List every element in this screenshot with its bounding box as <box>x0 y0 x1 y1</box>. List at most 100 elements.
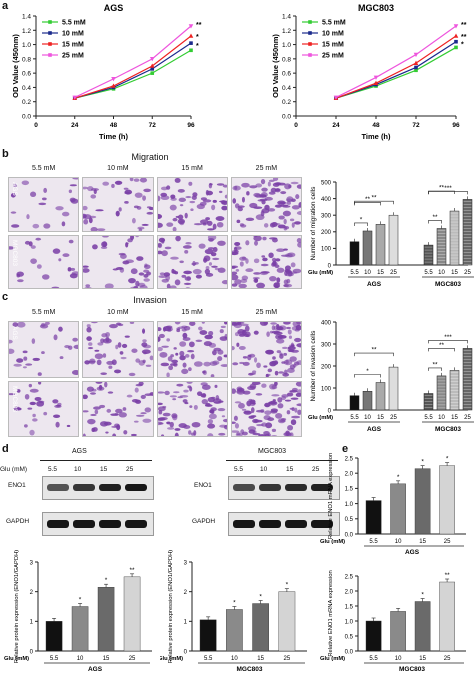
stained-cell <box>124 335 131 338</box>
x-tick-label: 48 <box>110 122 118 129</box>
stained-cell <box>178 197 186 203</box>
y-axis-label: Relative ENO1 mRNA expression <box>328 570 334 656</box>
x-tick-label: 15 <box>451 415 458 421</box>
stained-cell <box>233 322 242 329</box>
stained-cell <box>178 260 184 263</box>
legend-label-3: 25 mM <box>62 53 84 60</box>
stained-cell <box>188 341 195 348</box>
stained-cell <box>182 424 190 429</box>
stained-cell <box>204 217 210 221</box>
bar <box>362 391 373 411</box>
stained-cell <box>274 188 281 193</box>
stained-cell <box>89 358 96 365</box>
stained-cell <box>281 346 288 350</box>
stained-cell <box>217 407 225 411</box>
stained-cell <box>296 409 302 415</box>
stained-cell <box>286 391 293 396</box>
stained-cell <box>233 278 242 285</box>
stained-cell <box>188 404 192 408</box>
bar <box>252 603 269 652</box>
blot-cell-line: MGC803 <box>258 448 287 455</box>
stained-cell <box>210 396 215 399</box>
stained-cell <box>255 423 264 426</box>
stained-cell <box>247 372 254 376</box>
x-tick-label: 15 <box>451 270 458 276</box>
data-point <box>453 24 459 29</box>
sig-mark: ** <box>365 196 371 203</box>
stained-cell <box>6 339 13 344</box>
stained-cell <box>87 385 95 392</box>
stained-cell <box>59 356 64 360</box>
mgc803-growth-chart: MGC803 0.0 0.2 0.4 0.6 0.8 1.0 1.2 1.4 0 24 48 72 96 T… <box>271 3 467 141</box>
micrograph-tile <box>155 319 229 378</box>
stained-cell <box>205 190 213 196</box>
stained-cell <box>83 219 89 225</box>
stained-cell <box>173 427 181 431</box>
stain-pattern <box>229 380 305 439</box>
bar <box>123 576 141 652</box>
stained-cell <box>193 404 198 410</box>
micrograph-tile <box>230 176 306 232</box>
stained-cell <box>272 261 278 266</box>
stained-cell <box>61 211 70 217</box>
stained-cell <box>255 392 262 396</box>
stained-cell <box>103 353 107 358</box>
stained-cell <box>32 357 40 361</box>
stained-cell <box>221 279 230 284</box>
stained-cell <box>174 177 181 183</box>
stained-cell <box>169 284 177 290</box>
stained-cell <box>201 321 205 324</box>
eno1-blot <box>228 476 340 500</box>
data-point <box>188 33 194 38</box>
stained-cell <box>231 362 238 366</box>
stained-cell <box>91 320 99 324</box>
stained-cell <box>131 267 138 274</box>
sig-mark: ** <box>130 567 136 574</box>
stained-cell <box>277 371 284 374</box>
stained-cell <box>184 241 192 245</box>
y-tick-label: 2.5 <box>345 456 354 462</box>
y-tick-label: 0.5 <box>345 634 354 640</box>
series-line-3 <box>74 25 192 98</box>
stained-cell <box>167 356 173 362</box>
stained-cell <box>290 261 296 267</box>
legend-marker-1 <box>48 31 52 35</box>
stained-cell <box>159 271 165 275</box>
stained-cell <box>281 361 286 364</box>
y-tick-label: 0.6 <box>22 71 31 78</box>
stained-cell <box>154 222 163 228</box>
protein-label: GAPDH <box>6 518 30 525</box>
x-tick-label: 5.5 <box>424 415 433 421</box>
y-tick-label: 1.2 <box>282 28 291 35</box>
significance-mark: ** <box>461 34 467 41</box>
stained-cell <box>169 197 177 201</box>
stained-cell <box>161 278 169 283</box>
stained-cell <box>100 372 108 375</box>
stained-cell <box>287 329 292 335</box>
y-tick-label: 2 <box>30 590 34 596</box>
stained-cell <box>169 421 174 427</box>
micrograph-tile <box>153 380 230 439</box>
stained-cell <box>290 418 296 425</box>
stained-cell <box>242 356 248 359</box>
y-tick-label: 200 <box>321 230 332 236</box>
x-axis-label: Time (h) <box>99 132 129 141</box>
stained-cell <box>66 424 71 427</box>
data-point <box>373 75 379 80</box>
stained-cell <box>72 337 78 342</box>
stained-cell <box>32 223 40 229</box>
stain-pattern <box>82 380 156 439</box>
stained-cell <box>274 412 282 419</box>
stained-cell <box>290 396 299 400</box>
bar <box>278 591 296 652</box>
x-tick-label: 15 <box>377 270 384 276</box>
stained-cell <box>171 397 176 400</box>
x-tick-label: 24 <box>332 122 340 129</box>
eno1-band <box>285 484 307 491</box>
stained-cell <box>209 361 217 366</box>
stained-cell <box>205 265 209 270</box>
stained-cell <box>216 356 222 362</box>
stained-cell <box>269 222 276 228</box>
condition-label: 5.5 mM <box>31 309 56 316</box>
significance-mark: ** <box>196 22 202 29</box>
